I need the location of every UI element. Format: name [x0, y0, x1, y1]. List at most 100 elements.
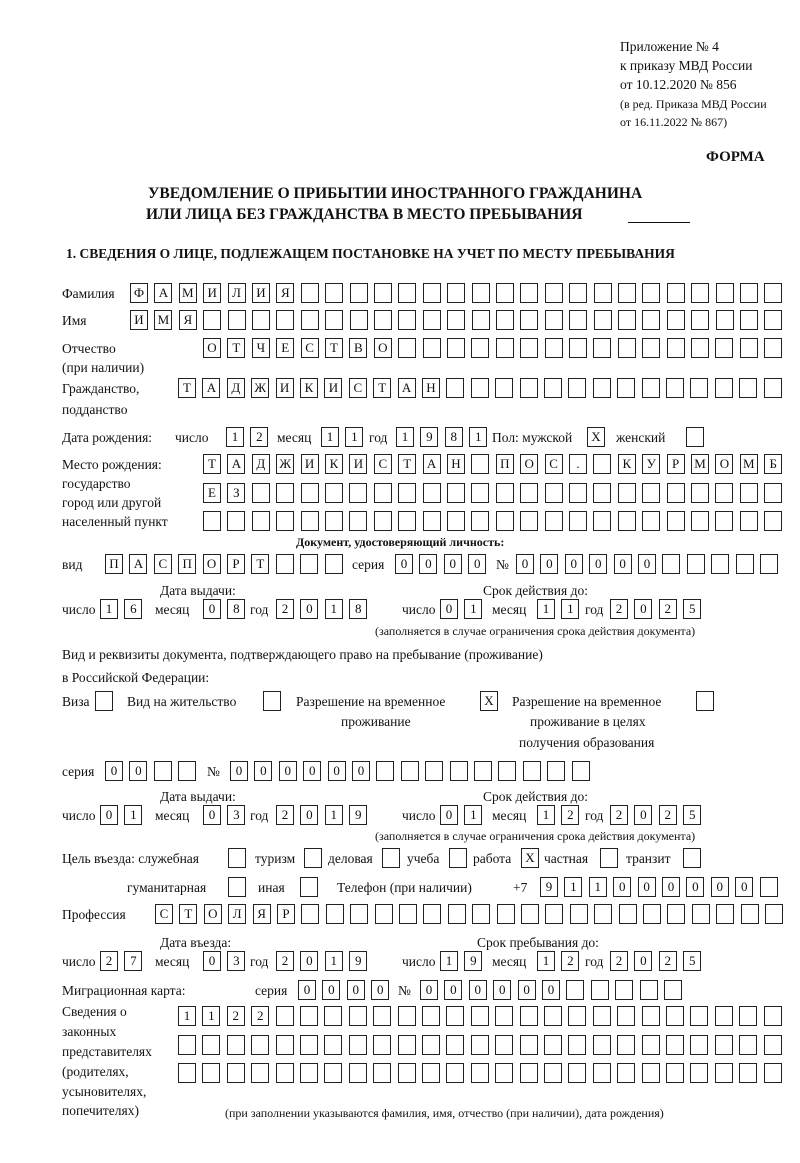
char-cell[interactable] [593, 338, 612, 358]
char-cell[interactable] [641, 1035, 660, 1055]
char-cell[interactable] [276, 310, 295, 330]
char-cell[interactable] [715, 483, 734, 503]
char-cell[interactable]: 0 [203, 951, 221, 971]
char-cell[interactable]: 1 [324, 599, 343, 619]
char-cell[interactable] [686, 554, 705, 574]
char-cell[interactable]: 3 [227, 951, 246, 971]
char-cell[interactable]: 1 [178, 1006, 196, 1026]
char-cell[interactable] [398, 511, 417, 531]
char-cell[interactable]: И [275, 378, 294, 398]
char-cell[interactable] [470, 1063, 489, 1083]
char-cell[interactable] [324, 554, 343, 574]
char-cell[interactable] [447, 283, 466, 303]
char-cell[interactable]: А [227, 454, 246, 474]
char-cell[interactable]: И [252, 283, 270, 303]
char-cell[interactable] [447, 310, 466, 330]
char-cell[interactable] [662, 554, 681, 574]
char-cell[interactable] [398, 483, 417, 503]
char-cell[interactable]: Я [252, 904, 271, 924]
char-cell[interactable] [520, 483, 539, 503]
char-cell[interactable] [495, 338, 514, 358]
char-cell[interactable] [691, 310, 710, 330]
char-cell[interactable] [447, 904, 466, 924]
char-cell[interactable] [714, 1063, 733, 1083]
char-cell[interactable] [373, 511, 392, 531]
char-cell[interactable] [446, 1006, 465, 1026]
char-cell[interactable] [520, 511, 539, 531]
char-cell[interactable] [422, 1063, 440, 1083]
char-cell[interactable]: 2 [658, 951, 677, 971]
char-cell[interactable] [522, 761, 541, 781]
char-cell[interactable] [765, 904, 783, 924]
char-cell[interactable] [544, 1006, 562, 1026]
char-cell[interactable] [422, 338, 441, 358]
char-cell[interactable] [300, 554, 319, 574]
char-cell[interactable] [593, 283, 612, 303]
char-cell[interactable] [566, 980, 585, 1000]
char-cell[interactable]: Р [277, 904, 295, 924]
char-cell[interactable] [251, 511, 270, 531]
char-cell[interactable]: Л [228, 904, 247, 924]
char-cell[interactable] [691, 511, 709, 531]
char-cell[interactable] [592, 378, 611, 398]
char-cell[interactable] [666, 283, 685, 303]
char-cell[interactable] [617, 338, 636, 358]
char-cell[interactable] [349, 310, 368, 330]
char-cell[interactable] [521, 904, 539, 924]
char-cell[interactable]: В [349, 338, 368, 358]
char-cell[interactable] [739, 1063, 758, 1083]
char-cell[interactable] [376, 761, 395, 781]
char-cell[interactable] [618, 310, 636, 330]
char-cell[interactable]: 9 [420, 427, 439, 447]
char-cell[interactable] [519, 1006, 538, 1026]
char-cell[interactable]: 0 [686, 877, 705, 897]
char-cell[interactable]: А [202, 378, 221, 398]
char-cell[interactable]: К [617, 454, 636, 474]
char-cell[interactable]: Т [325, 338, 343, 358]
char-cell[interactable]: О [203, 904, 222, 924]
char-cell[interactable] [397, 1063, 416, 1083]
char-cell[interactable]: 9 [349, 951, 368, 971]
char-cell[interactable] [690, 378, 709, 398]
char-cell[interactable] [711, 554, 730, 574]
char-cell[interactable] [398, 310, 417, 330]
char-cell[interactable] [667, 904, 686, 924]
char-cell[interactable] [617, 1063, 636, 1083]
char-cell[interactable]: 0 [634, 951, 653, 971]
char-cell[interactable]: 1 [588, 877, 607, 897]
char-cell[interactable] [423, 904, 442, 924]
char-cell[interactable]: 0 [637, 877, 656, 897]
char-cell[interactable] [763, 1063, 782, 1083]
char-cell[interactable]: Я [178, 310, 197, 330]
char-cell[interactable]: И [349, 454, 368, 474]
char-cell[interactable]: Д [251, 454, 270, 474]
char-cell[interactable]: 0 [440, 805, 458, 825]
checkbox-cell[interactable] [686, 427, 704, 447]
char-cell[interactable]: 1 [100, 599, 118, 619]
char-cell[interactable] [569, 511, 587, 531]
char-cell[interactable] [642, 310, 661, 330]
char-cell[interactable]: 0 [230, 761, 248, 781]
char-cell[interactable]: 1 [537, 805, 555, 825]
char-cell[interactable] [471, 511, 490, 531]
char-cell[interactable] [666, 511, 685, 531]
char-cell[interactable] [763, 1035, 782, 1055]
char-cell[interactable] [740, 310, 758, 330]
char-cell[interactable]: 1 [324, 951, 343, 971]
checkbox-cell[interactable] [228, 877, 246, 897]
char-cell[interactable] [251, 483, 270, 503]
char-cell[interactable] [547, 761, 566, 781]
char-cell[interactable]: Т [203, 454, 221, 474]
char-cell[interactable] [301, 904, 320, 924]
char-cell[interactable] [568, 1006, 587, 1026]
char-cell[interactable]: 1 [464, 805, 483, 825]
char-cell[interactable]: 1 [202, 1006, 221, 1026]
checkbox-cell[interactable] [304, 848, 322, 868]
char-cell[interactable]: 0 [298, 980, 316, 1000]
char-cell[interactable] [520, 338, 539, 358]
char-cell[interactable]: Я [276, 283, 295, 303]
char-cell[interactable]: . [569, 454, 587, 474]
char-cell[interactable] [764, 511, 783, 531]
char-cell[interactable] [325, 511, 343, 531]
char-cell[interactable] [202, 1035, 221, 1055]
